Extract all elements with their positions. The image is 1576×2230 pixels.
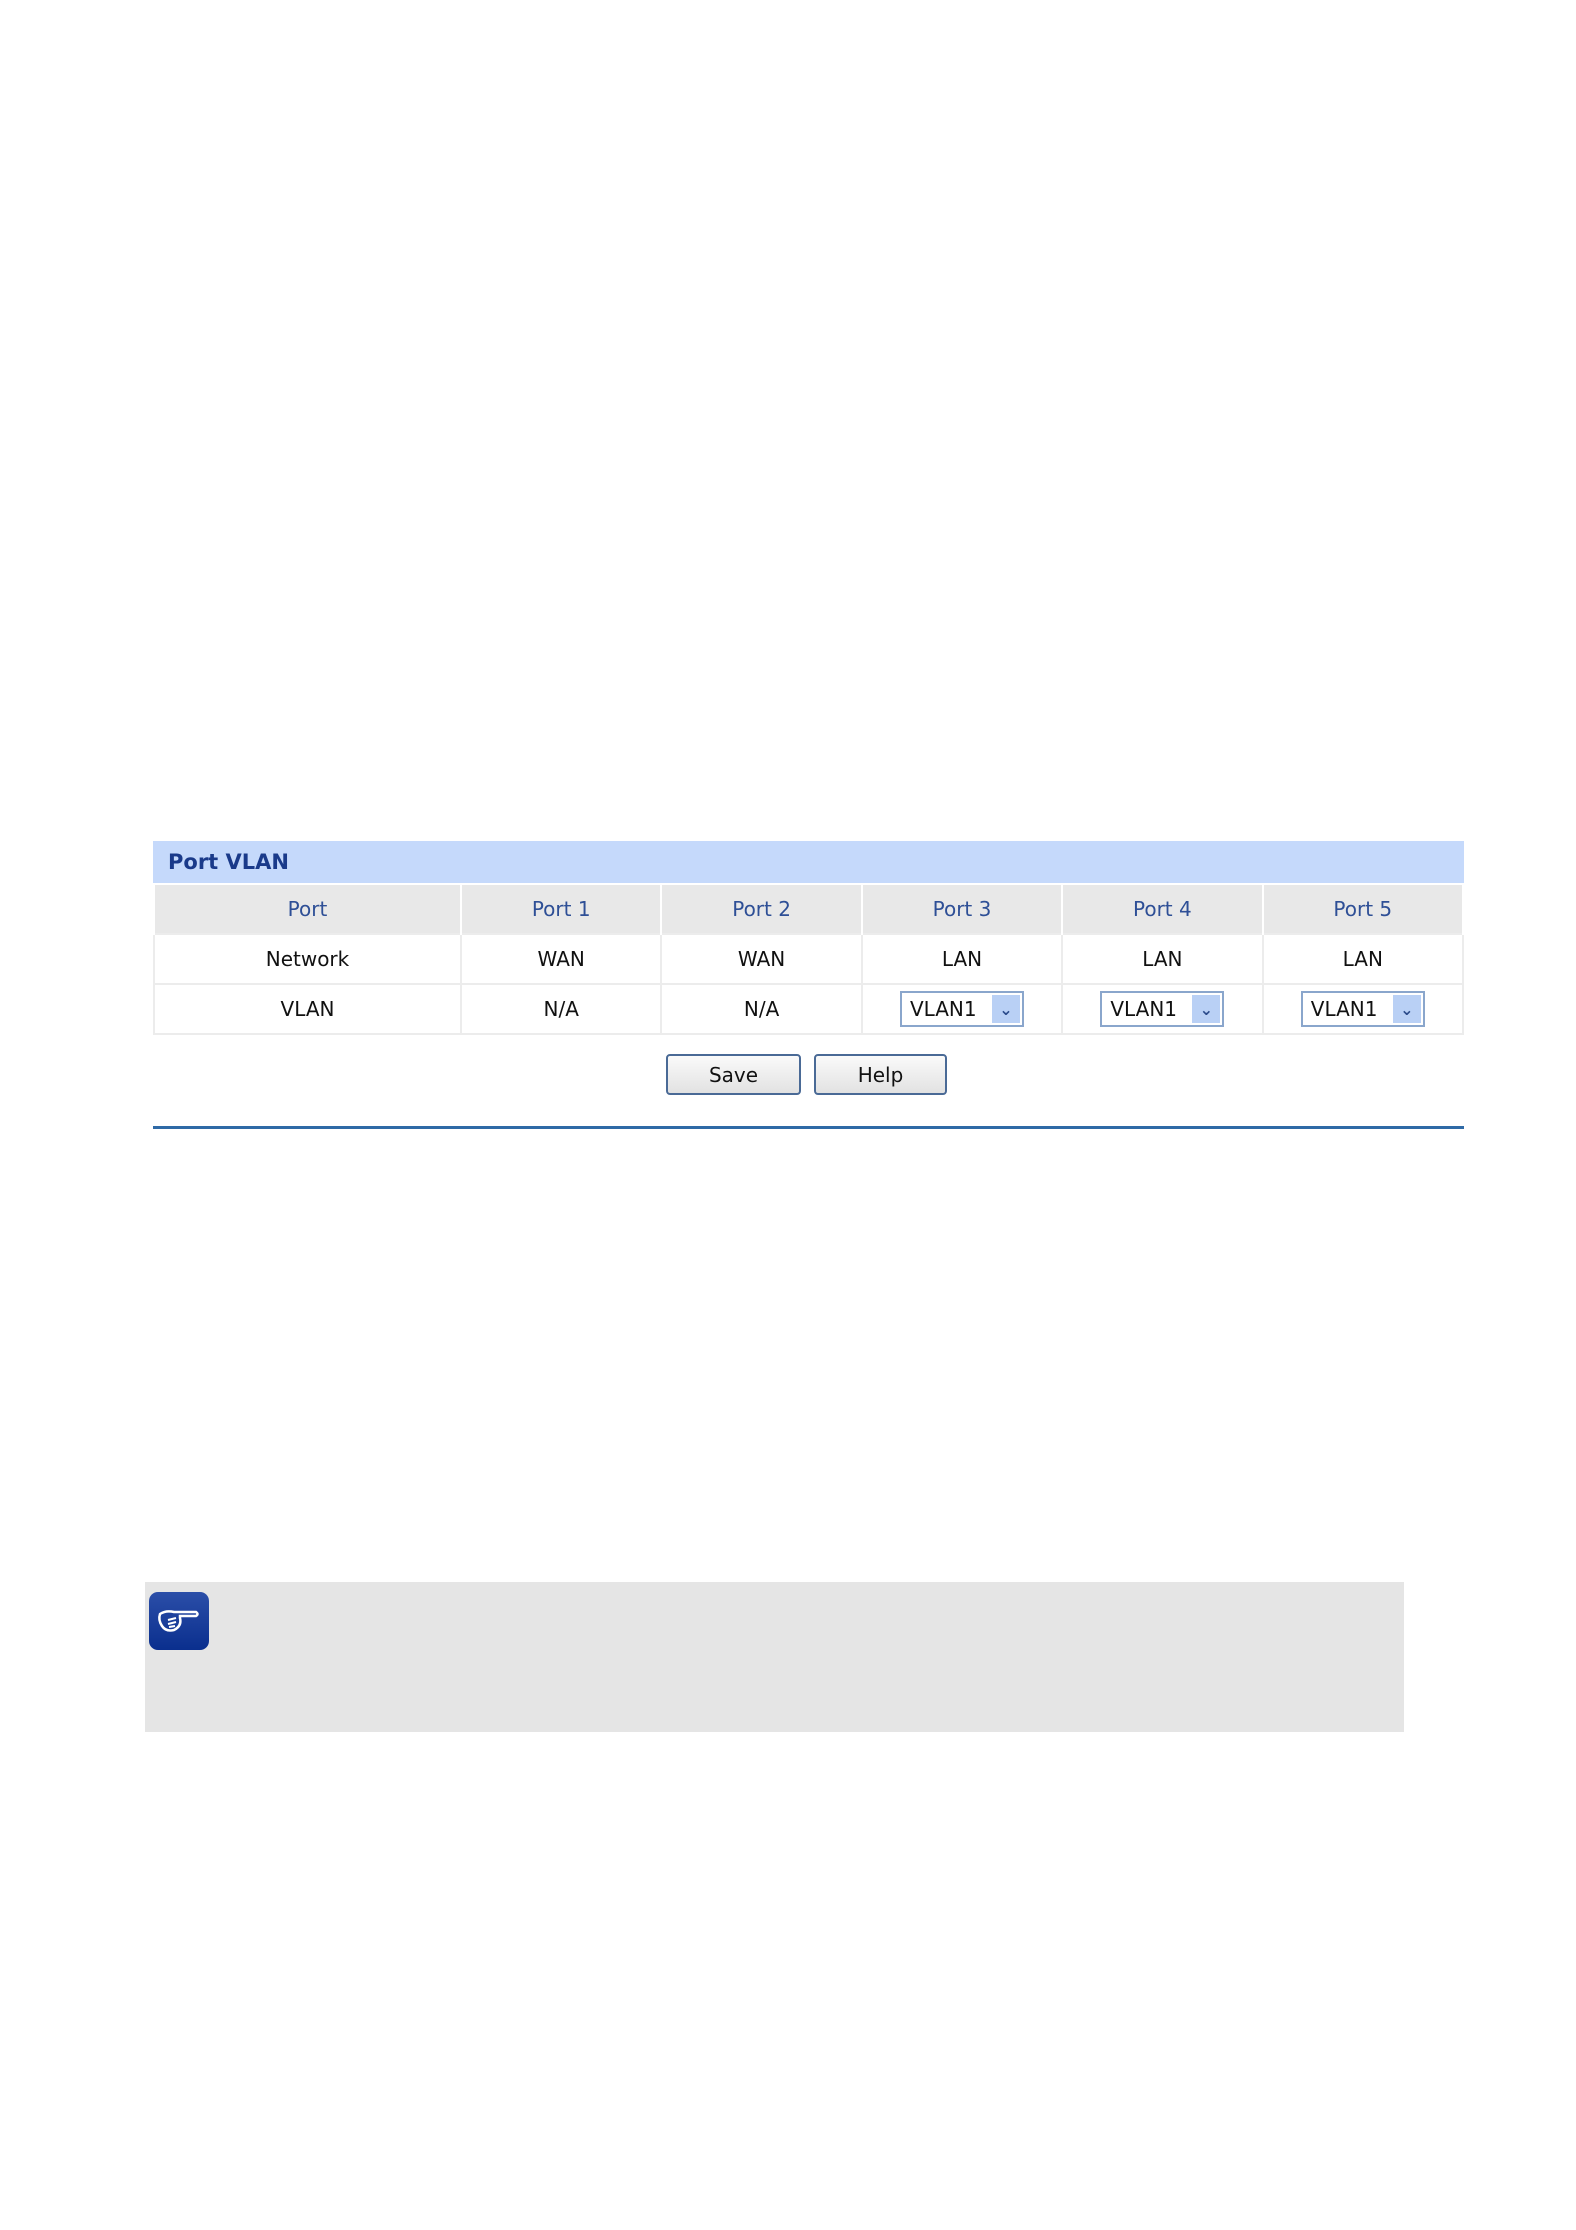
header-port-4: Port 4 [1061, 883, 1264, 934]
vlan-label: VLAN [153, 983, 462, 1035]
vlan-port-3-cell: VLAN1 ⌄ [860, 983, 1064, 1035]
port-5-vlan-select[interactable]: VLAN1 ⌄ [1300, 991, 1425, 1027]
table-header-row: Port Port 1 Port 2 Port 3 Port 4 Port 5 [153, 883, 1465, 934]
chevron-down-icon[interactable]: ⌄ [1392, 995, 1421, 1023]
header-port-5: Port 5 [1261, 883, 1465, 934]
chevron-down-icon[interactable]: ⌄ [1192, 995, 1221, 1023]
port-3-vlan-value: VLAN1 [909, 997, 977, 1021]
chevron-down-icon[interactable]: ⌄ [991, 995, 1020, 1023]
network-port-1: WAN [459, 933, 663, 985]
note-box [145, 1582, 1404, 1732]
vlan-port-5-cell: VLAN1 ⌄ [1261, 983, 1465, 1035]
network-port-3: LAN [860, 933, 1064, 985]
panel-title: Port VLAN [153, 841, 1464, 883]
port-vlan-table: Port Port 1 Port 2 Port 3 Port 4 Port 5 … [153, 883, 1465, 1035]
network-port-5: LAN [1261, 933, 1465, 985]
save-button[interactable]: Save [666, 1054, 801, 1095]
port-5-vlan-value: VLAN1 [1310, 997, 1378, 1021]
header-port-2: Port 2 [660, 883, 863, 934]
vlan-port-4-cell: VLAN1 ⌄ [1061, 983, 1264, 1035]
header-port-3: Port 3 [860, 883, 1064, 934]
table-row-network: Network WAN WAN LAN LAN LAN [153, 933, 1465, 985]
network-label: Network [153, 933, 462, 985]
network-port-4: LAN [1061, 933, 1264, 985]
pointing-hand-glyph [158, 1610, 199, 1632]
port-3-vlan-select[interactable]: VLAN1 ⌄ [899, 991, 1024, 1027]
network-port-2: WAN [660, 933, 863, 985]
help-button[interactable]: Help [814, 1054, 947, 1095]
header-port-1: Port 1 [459, 883, 663, 934]
port-4-vlan-select[interactable]: VLAN1 ⌄ [1100, 991, 1225, 1027]
port-vlan-panel: Port VLAN Port Port 1 Port 2 Port 3 Port… [153, 841, 1465, 1035]
table-row-vlan: VLAN N/A N/A VLAN1 ⌄ VLAN1 ⌄ VLAN1 ⌄ [153, 983, 1465, 1035]
pointing-hand-icon [149, 1592, 209, 1650]
port-4-vlan-value: VLAN1 [1110, 997, 1178, 1021]
vlan-port-2: N/A [660, 983, 863, 1035]
divider [153, 1126, 1464, 1129]
header-port: Port [153, 883, 462, 934]
vlan-port-1: N/A [459, 983, 663, 1035]
